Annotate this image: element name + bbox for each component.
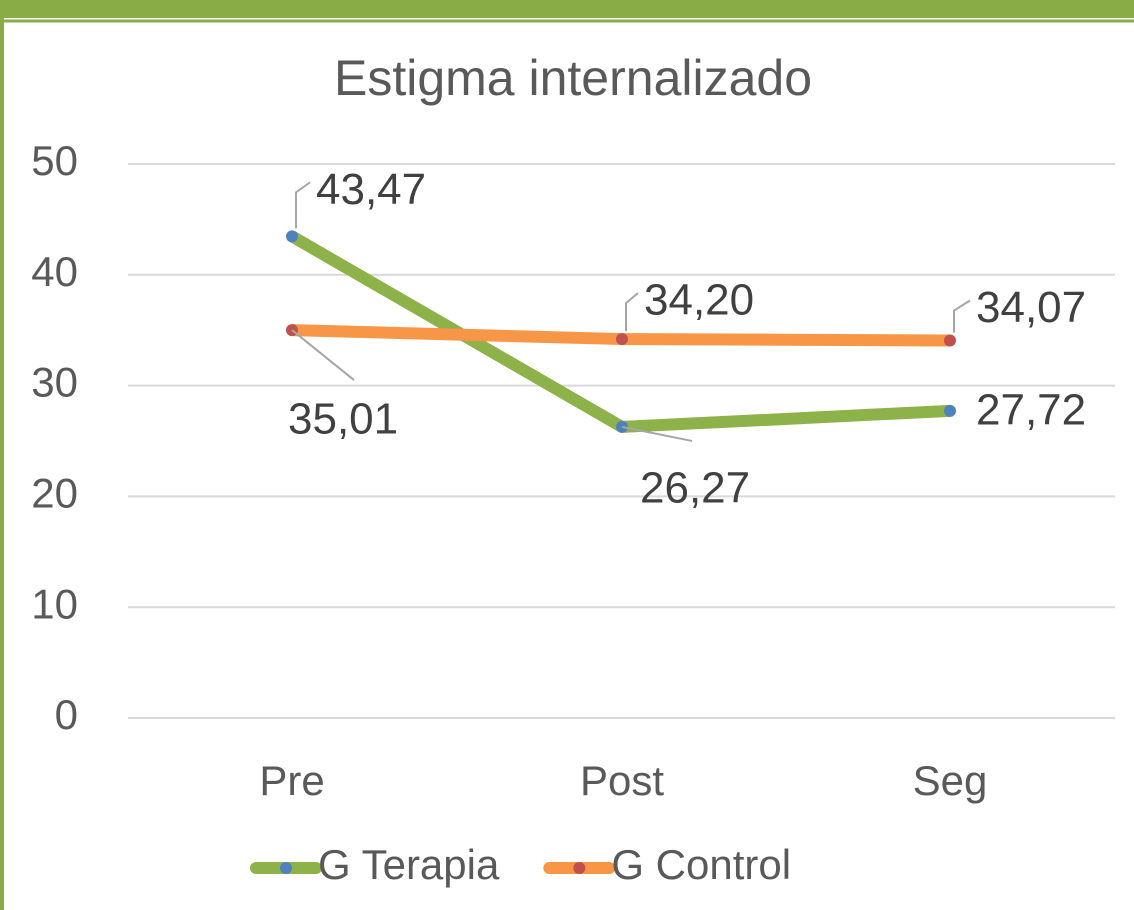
leader-line [953,299,971,333]
y-tick-label: 30 [31,359,78,406]
data-label: 34,07 [976,283,1086,332]
leader-line [625,292,639,332]
data-label: 35,01 [288,395,398,444]
data-label: 26,27 [640,464,750,513]
y-tick-label: 0 [55,691,78,738]
x-tick-label: Pre [259,757,324,804]
legend-label: G Terapia [318,841,500,888]
leader-line [291,329,355,381]
frame-top [0,0,1134,18]
x-tick-label: Seg [913,757,988,804]
legend-label: G Control [611,841,791,888]
chart-title: Estigma internalizado [334,50,812,106]
point [286,230,298,243]
point [616,333,628,346]
leader-line [621,425,693,442]
data-label: 43,47 [316,165,426,214]
x-tick-label: Post [580,757,664,804]
leader-line [295,181,311,229]
y-tick-label: 50 [31,137,78,184]
legend-marker [573,862,586,874]
y-tick-label: 40 [31,248,78,295]
y-tick-label: 10 [31,580,78,627]
data-label: 34,20 [644,276,754,325]
legend-marker [280,862,292,874]
y-tick-label: 20 [31,469,78,516]
point [944,404,956,417]
data-label: 27,72 [976,385,1086,434]
point [944,334,956,347]
